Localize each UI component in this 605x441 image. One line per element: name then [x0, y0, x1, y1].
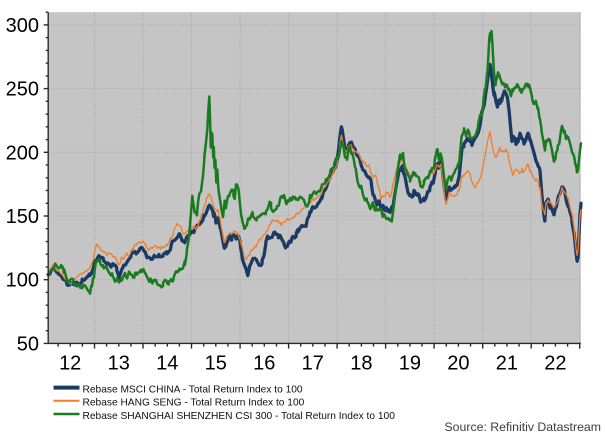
- svg-text:50: 50: [17, 333, 39, 355]
- svg-text:21: 21: [496, 353, 518, 375]
- svg-text:100: 100: [6, 270, 39, 292]
- svg-text:250: 250: [6, 79, 39, 101]
- svg-text:19: 19: [399, 353, 421, 375]
- svg-text:Rebase MSCI CHINA - Total Retu: Rebase MSCI CHINA - Total Return Index t…: [83, 384, 303, 395]
- svg-text:17: 17: [302, 353, 324, 375]
- svg-text:12: 12: [59, 353, 81, 375]
- svg-text:13: 13: [108, 353, 130, 375]
- svg-text:150: 150: [6, 206, 39, 228]
- svg-text:Rebase SHANGHAI SHENZHEN CSI 3: Rebase SHANGHAI SHENZHEN CSI 300 - Total…: [83, 411, 396, 422]
- svg-text:200: 200: [6, 142, 39, 164]
- svg-text:16: 16: [253, 353, 275, 375]
- svg-text:18: 18: [350, 353, 372, 375]
- svg-text:22: 22: [544, 353, 566, 375]
- svg-text:300: 300: [6, 15, 39, 37]
- svg-text:14: 14: [156, 353, 178, 375]
- svg-text:20: 20: [447, 353, 469, 375]
- svg-text:Rebase HANG SENG - Total Retur: Rebase HANG SENG - Total Return Index to…: [83, 398, 305, 409]
- svg-text:15: 15: [205, 353, 227, 375]
- svg-text:Source: Refinitiv Datastream: Source: Refinitiv Datastream: [444, 420, 601, 434]
